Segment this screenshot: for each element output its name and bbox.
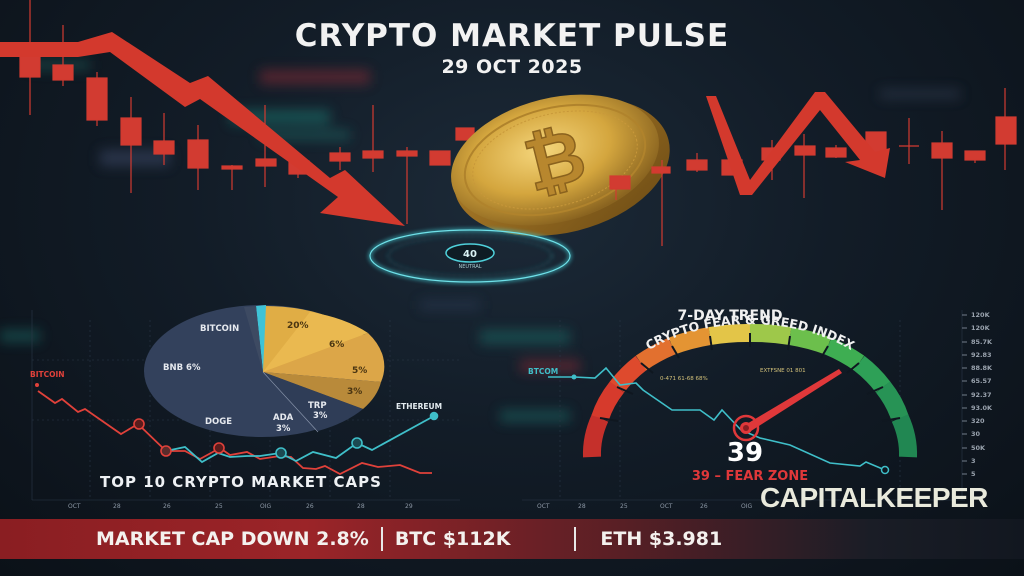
svg-text:OCT: OCT: [660, 503, 673, 510]
fear-greed-value: 39: [726, 438, 764, 468]
svg-text:OCT: OCT: [537, 503, 550, 510]
gauge-needle: [745, 369, 842, 431]
svg-text:OIG: OIG: [741, 503, 752, 510]
svg-text:85.7K: 85.7K: [971, 338, 993, 346]
svg-text:ETHEREUM: ETHEREUM: [396, 402, 442, 411]
svg-text:65.57: 65.57: [971, 377, 992, 385]
svg-text:5: 5: [971, 470, 976, 478]
svg-text:25: 25: [215, 503, 223, 510]
svg-text:50K: 50K: [971, 444, 986, 452]
svg-text:6%: 6%: [329, 340, 344, 350]
ticker-divider: [574, 527, 577, 551]
svg-text:BITCOIN: BITCOIN: [30, 370, 65, 379]
svg-text:EXTFSNE 01 801: EXTFSNE 01 801: [760, 368, 806, 374]
market-cap-pie: [144, 305, 385, 437]
svg-text:320: 320: [971, 417, 985, 425]
svg-text:29: 29: [405, 503, 413, 510]
svg-text:26: 26: [700, 503, 708, 510]
down-arrow-left: [0, 32, 405, 226]
svg-text:TRP: TRP: [308, 401, 327, 411]
svg-text:BTCOM: BTCOM: [528, 367, 558, 376]
fear-greed-zone: 39 – FEAR ZONE: [691, 469, 809, 484]
svg-text:26: 26: [163, 503, 171, 510]
ticker-btc: BTC $112K: [394, 528, 511, 550]
bitcoin-coin: ₿: [451, 94, 670, 236]
svg-text:OCT: OCT: [68, 503, 81, 510]
svg-text:26: 26: [306, 503, 314, 510]
zigzag-arrow-right: [706, 92, 890, 195]
page-title: CRYPTO MARKET PULSE: [294, 18, 730, 54]
ticker-market-cap: MARKET CAP DOWN 2.8%: [96, 528, 369, 550]
svg-text:3%: 3%: [276, 424, 291, 434]
svg-text:OIG: OIG: [260, 503, 271, 510]
svg-text:25: 25: [620, 503, 628, 510]
svg-text:28: 28: [357, 503, 365, 510]
ticker-divider: [380, 527, 383, 551]
svg-text:28: 28: [578, 503, 586, 510]
trend-title: 7-DAY TREND: [677, 308, 783, 324]
brand-logo: CAPITALKEEPER: [760, 482, 988, 513]
svg-text:120K: 120K: [971, 311, 991, 319]
svg-text:BNB 6%: BNB 6%: [163, 363, 201, 373]
svg-text:120K: 120K: [971, 324, 991, 332]
svg-text:93.0K: 93.0K: [971, 404, 993, 412]
svg-text:NEUTRAL: NEUTRAL: [458, 264, 481, 270]
market-caps-chart-title: TOP 10 CRYPTO MARKET CAPS: [100, 473, 382, 491]
svg-text:3%: 3%: [347, 387, 362, 397]
svg-text:0-471 61-68 68%: 0-471 61-68 68%: [660, 376, 708, 382]
svg-text:5%: 5%: [352, 366, 367, 376]
svg-text:92.83: 92.83: [971, 351, 992, 359]
svg-text:28: 28: [113, 503, 121, 510]
svg-text:20%: 20%: [287, 321, 309, 331]
bitcoin-line: [37, 390, 432, 476]
svg-text:BITCOIN: BITCOIN: [200, 324, 239, 334]
btc-trend-line: [548, 366, 886, 471]
svg-text:3: 3: [971, 457, 976, 465]
ticker-eth: ETH $3.981: [600, 528, 723, 550]
svg-text:88.8K: 88.8K: [971, 364, 993, 372]
svg-text:ADA: ADA: [273, 413, 294, 423]
svg-text:30: 30: [971, 430, 981, 438]
svg-text:DOGE: DOGE: [205, 417, 232, 427]
page-date: 29 OCT 2025: [441, 56, 583, 78]
svg-text:40: 40: [463, 249, 477, 260]
svg-text:92.37: 92.37: [971, 391, 992, 399]
ticker-bar: MARKET CAP DOWN 2.8% BTC $112K ETH $3.98…: [0, 519, 1024, 559]
svg-text:3%: 3%: [313, 411, 328, 421]
fear-greed-gauge: [582, 323, 918, 458]
